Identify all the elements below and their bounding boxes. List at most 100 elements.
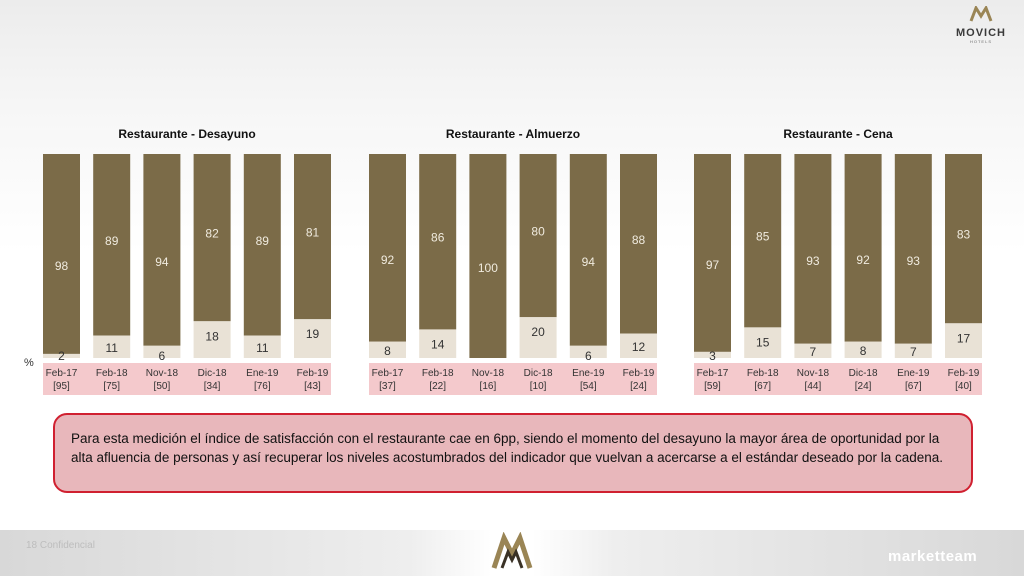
- bar-top-segment: [294, 154, 331, 320]
- data-label-top: 89: [256, 234, 270, 248]
- bar-bottom-segment: [369, 341, 406, 358]
- data-label-top: 94: [582, 255, 596, 269]
- bar-top-segment: [694, 154, 731, 352]
- bar-bottom-segment: [93, 335, 131, 358]
- data-label-top: 86: [431, 231, 445, 245]
- data-label-top: 83: [957, 228, 971, 242]
- data-label-top: 85: [756, 230, 770, 244]
- data-label-bottom: 18: [205, 329, 219, 343]
- category-label: Feb-19: [623, 368, 655, 379]
- data-label-top: 88: [632, 233, 646, 247]
- bar-bottom-segment: [844, 341, 882, 358]
- bar-bottom-segment: [519, 317, 557, 358]
- data-label-bottom: 11: [105, 341, 118, 355]
- data-label-bottom: 17: [957, 331, 971, 345]
- bar-top-segment: [794, 154, 832, 344]
- category-band: [369, 363, 657, 395]
- category-label: Feb-19: [948, 368, 980, 379]
- data-label-top: 92: [381, 253, 395, 267]
- sample-size-label: [76]: [254, 381, 271, 392]
- sample-size-label: [54]: [580, 381, 597, 392]
- brand-name: MOVICH: [956, 27, 1006, 39]
- bar-top-segment: [193, 154, 231, 322]
- category-label: Nov-18: [797, 368, 830, 379]
- data-label-top: 94: [155, 255, 169, 269]
- data-label-bottom: 7: [910, 345, 917, 359]
- bar-top-segment: [469, 154, 507, 358]
- sample-size-label: [37]: [379, 381, 396, 392]
- data-label-bottom: 2: [58, 349, 65, 363]
- category-label: Dic-18: [198, 368, 227, 379]
- bar-top-segment: [894, 154, 932, 344]
- footer-text: 18 Confidencial: [26, 540, 95, 551]
- category-band: [694, 363, 982, 395]
- bar-bottom-segment: [620, 333, 657, 358]
- bar-top-segment: [744, 154, 782, 328]
- bar-top-segment: [419, 154, 457, 330]
- bar-top-segment: [569, 154, 607, 346]
- data-label-bottom: 15: [756, 335, 770, 349]
- bar-top-segment: [844, 154, 882, 342]
- sample-size-label: [67]: [754, 381, 771, 392]
- data-label-bottom: 3: [709, 349, 716, 363]
- data-label-top: 80: [531, 225, 545, 239]
- category-label: Dic-18: [849, 368, 878, 379]
- data-label-top: 89: [105, 234, 119, 248]
- bar-top-segment: [93, 154, 131, 336]
- bar-bottom-segment: [794, 343, 832, 358]
- data-label-top: 92: [856, 253, 870, 267]
- sample-size-label: [59]: [704, 381, 721, 392]
- sample-size-label: [24]: [855, 381, 872, 392]
- data-label-top: 82: [205, 227, 219, 241]
- category-label: Nov-18: [472, 368, 505, 379]
- sample-size-label: [16]: [480, 381, 497, 392]
- bar-top-segment: [945, 154, 982, 324]
- data-label-bottom: 6: [585, 349, 592, 363]
- bar-bottom-segment: [243, 335, 281, 358]
- sample-size-label: [40]: [955, 381, 972, 392]
- category-band: [43, 363, 331, 395]
- sample-size-label: [67]: [905, 381, 922, 392]
- data-label-bottom: 11: [256, 341, 269, 355]
- category-label: Feb-17: [697, 368, 729, 379]
- category-label: Nov-18: [146, 368, 179, 379]
- data-label-top: 93: [806, 254, 820, 268]
- chart-title: Restaurante - Cena: [783, 127, 893, 141]
- bar-bottom-segment: [43, 353, 80, 358]
- data-label-bottom: 6: [159, 349, 166, 363]
- data-label-top: 81: [306, 226, 320, 240]
- category-label: Feb-17: [372, 368, 404, 379]
- data-label-top: 100: [478, 261, 498, 275]
- bar-top-segment: [143, 154, 181, 346]
- sample-size-label: [95]: [53, 381, 70, 392]
- bar-bottom-segment: [945, 323, 982, 358]
- sample-size-label: [10]: [530, 381, 547, 392]
- category-label: Feb-18: [96, 368, 128, 379]
- note-box: Para esta medición el índice de satisfac…: [53, 413, 973, 493]
- chart-title: Restaurante - Almuerzo: [446, 127, 580, 141]
- sample-size-label: [22]: [429, 381, 446, 392]
- data-label-bottom: 12: [632, 340, 646, 354]
- bar-top-segment: [43, 154, 80, 354]
- footer: 18 Confidencial marketteam: [0, 530, 1024, 576]
- note-text: Para esta medición el índice de satisfac…: [71, 431, 944, 465]
- data-label-bottom: 8: [384, 344, 391, 358]
- data-label-bottom: 14: [431, 337, 445, 351]
- category-label: Dic-18: [524, 368, 553, 379]
- sample-size-label: [44]: [805, 381, 822, 392]
- data-label-bottom: 19: [306, 327, 320, 341]
- chart-title: Restaurante - Desayuno: [118, 127, 255, 141]
- satisfaction-charts: % Restaurante - Desayuno 98 2 Feb-17 [95] 89 1…: [24, 127, 982, 395]
- marketteam-logo: marketteam: [888, 548, 978, 565]
- bar-top-segment: [369, 154, 406, 342]
- category-label: Ene-19: [246, 368, 279, 379]
- category-label: Feb-18: [422, 368, 454, 379]
- category-label: Feb-17: [46, 368, 78, 379]
- category-label: Feb-19: [297, 368, 329, 379]
- bar-bottom-segment: [143, 345, 181, 358]
- bar-top-segment: [519, 154, 557, 318]
- data-label-bottom: 20: [531, 325, 545, 339]
- data-label-top: 97: [706, 258, 720, 272]
- sample-size-label: [34]: [204, 381, 221, 392]
- sample-size-label: [24]: [630, 381, 647, 392]
